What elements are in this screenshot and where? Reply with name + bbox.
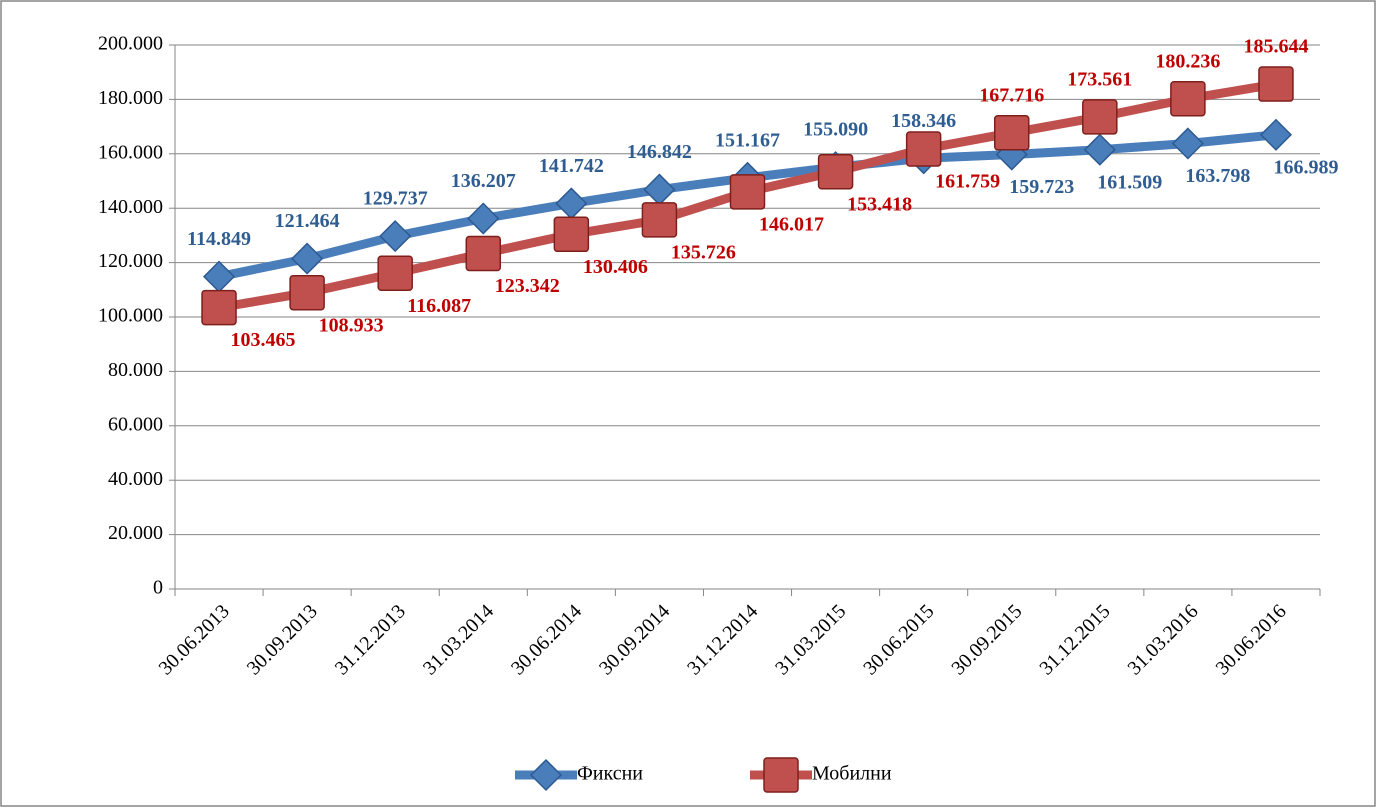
data-label: 161.509 — [1097, 171, 1162, 193]
marker — [905, 131, 942, 167]
data-label: 163.798 — [1185, 165, 1250, 187]
marker — [993, 115, 1030, 151]
data-label: 103.465 — [231, 329, 296, 351]
data-label: 155.090 — [803, 119, 868, 141]
y-tick-label: 20.000 — [108, 522, 163, 544]
marker — [1259, 118, 1293, 151]
data-label: 159.723 — [1009, 176, 1074, 198]
data-label: 166.989 — [1273, 156, 1338, 178]
data-label: 173.561 — [1067, 69, 1132, 91]
data-label: 114.849 — [187, 228, 251, 250]
marker — [1170, 81, 1206, 117]
data-label: 136.207 — [451, 170, 516, 192]
data-label: 158.346 — [891, 110, 956, 132]
marker — [377, 255, 413, 291]
marker — [1082, 99, 1118, 135]
y-tick-label: 0 — [153, 577, 163, 599]
y-tick-label: 160.000 — [98, 141, 163, 163]
data-label: 129.737 — [363, 188, 428, 210]
data-label: 153.418 — [847, 193, 912, 215]
y-tick-label: 180.000 — [98, 87, 163, 109]
marker — [201, 289, 237, 326]
marker — [1171, 127, 1204, 160]
legend-label: Мобилни — [812, 763, 892, 785]
data-label: 146.017 — [759, 213, 824, 235]
y-tick-label: 120.000 — [98, 250, 163, 272]
y-tick-label: 80.000 — [108, 359, 163, 381]
marker — [289, 274, 325, 311]
marker — [817, 153, 854, 190]
y-tick-label: 100.000 — [98, 305, 163, 327]
y-tick-label: 60.000 — [108, 413, 163, 435]
marker — [553, 216, 590, 253]
y-tick-label: 200.000 — [98, 33, 163, 55]
data-label: 108.933 — [319, 314, 384, 336]
data-label: 116.087 — [407, 295, 471, 317]
data-label: 185.644 — [1243, 36, 1308, 58]
legend-label: Фиксни — [577, 763, 643, 785]
marker — [529, 758, 563, 792]
marker — [729, 174, 766, 210]
data-label: 146.842 — [627, 141, 692, 163]
data-label: 161.759 — [935, 171, 1000, 193]
marker — [1258, 66, 1294, 102]
data-label: 130.406 — [583, 256, 648, 278]
marker — [379, 220, 412, 253]
marker — [291, 242, 324, 275]
y-tick-label: 40.000 — [108, 468, 163, 490]
marker — [465, 235, 502, 272]
y-tick-label: 140.000 — [98, 196, 163, 218]
data-label: 151.167 — [715, 129, 780, 151]
data-label: 167.716 — [979, 84, 1044, 106]
data-label: 141.742 — [539, 155, 604, 177]
data-label: 180.236 — [1155, 50, 1220, 72]
data-label: 123.342 — [495, 275, 560, 297]
marker — [467, 202, 500, 235]
marker — [1083, 133, 1116, 166]
marker — [763, 757, 799, 793]
data-label: 135.726 — [671, 241, 736, 263]
marker — [641, 202, 678, 238]
data-label: 121.464 — [275, 210, 340, 232]
